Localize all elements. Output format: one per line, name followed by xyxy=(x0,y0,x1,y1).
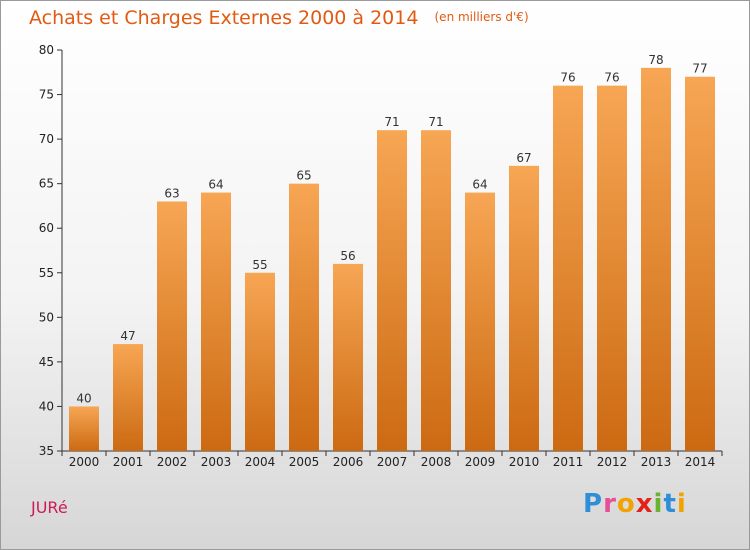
bar-2010 xyxy=(509,165,539,451)
chart-title: Achats et Charges Externes 2000 à 2014 (… xyxy=(29,7,529,29)
y-tick-label: 45 xyxy=(39,355,54,369)
y-tick-label: 80 xyxy=(39,43,54,57)
x-tick-label-2002: 2002 xyxy=(157,455,188,469)
bar-2014 xyxy=(685,76,715,451)
value-label-2008: 71 xyxy=(428,115,443,129)
logo-letter: o xyxy=(616,489,636,519)
value-label-2010: 67 xyxy=(516,151,531,165)
y-tick-label: 65 xyxy=(39,177,54,191)
logo-letter: P xyxy=(583,489,604,519)
bar-2005 xyxy=(289,183,319,451)
x-tick-label-2000: 2000 xyxy=(69,455,100,469)
bar-2012 xyxy=(597,85,627,452)
value-label-2002: 63 xyxy=(164,186,179,200)
value-label-2011: 76 xyxy=(560,71,575,85)
x-tick-label-2005: 2005 xyxy=(289,455,320,469)
bar-2006 xyxy=(333,263,363,451)
x-tick-label-2009: 2009 xyxy=(465,455,496,469)
x-tick-label-2003: 2003 xyxy=(201,455,232,469)
value-label-2001: 47 xyxy=(120,329,135,343)
bar-2002 xyxy=(157,201,187,451)
x-tick-label-2006: 2006 xyxy=(333,455,364,469)
x-tick-label-2010: 2010 xyxy=(509,455,540,469)
proxiti-logo: Proxiti xyxy=(583,489,687,519)
bar-2008 xyxy=(421,130,451,451)
value-label-2000: 40 xyxy=(76,391,91,405)
y-tick-label: 70 xyxy=(39,132,54,146)
logo-letter: r xyxy=(603,489,617,519)
y-tick-label: 50 xyxy=(39,310,54,324)
x-tick-label-2008: 2008 xyxy=(421,455,452,469)
y-tick-label: 40 xyxy=(39,399,54,413)
value-label-2003: 64 xyxy=(208,178,223,192)
bar-2009 xyxy=(465,192,495,452)
value-label-2007: 71 xyxy=(384,115,399,129)
bar-2001 xyxy=(113,344,143,451)
logo-letter: i xyxy=(676,489,687,519)
bar-2004 xyxy=(245,272,275,451)
y-tick-label: 75 xyxy=(39,88,54,102)
x-tick-label-2012: 2012 xyxy=(597,455,628,469)
chart-bars xyxy=(69,67,715,452)
x-tick-label-2013: 2013 xyxy=(641,455,672,469)
bar-2013 xyxy=(641,67,671,452)
value-label-2005: 65 xyxy=(296,169,311,183)
y-tick-label: 55 xyxy=(39,266,54,280)
chart-unit: (en milliers d'€) xyxy=(434,10,529,24)
chart-title-text: Achats et Charges Externes 2000 à 2014 xyxy=(29,7,419,29)
y-tick-label: 35 xyxy=(39,444,54,458)
x-tick-label-2001: 2001 xyxy=(113,455,144,469)
value-label-2004: 55 xyxy=(252,258,267,272)
bar-2000 xyxy=(69,406,99,451)
x-tick-label-2004: 2004 xyxy=(245,455,276,469)
commune-name: JURé xyxy=(31,498,68,517)
value-label-2013: 78 xyxy=(648,53,663,67)
logo-letter: x xyxy=(635,489,654,519)
value-label-2012: 76 xyxy=(604,71,619,85)
bar-2007 xyxy=(377,130,407,451)
value-label-2014: 77 xyxy=(692,62,707,76)
bar-2003 xyxy=(201,192,231,452)
logo-letter: t xyxy=(663,489,677,519)
y-tick-label: 60 xyxy=(39,221,54,235)
value-label-2006: 56 xyxy=(340,249,355,263)
chart-labels: 40 2000 47 2001 63 2002 64 2003 55 2004 65 2005 56 20… xyxy=(69,53,716,469)
value-label-2009: 64 xyxy=(472,178,487,192)
bar-2011 xyxy=(553,85,583,452)
x-tick-label-2014: 2014 xyxy=(685,455,716,469)
x-tick-label-2007: 2007 xyxy=(377,455,408,469)
x-tick-label-2011: 2011 xyxy=(553,455,584,469)
logo-letter: i xyxy=(653,489,664,519)
